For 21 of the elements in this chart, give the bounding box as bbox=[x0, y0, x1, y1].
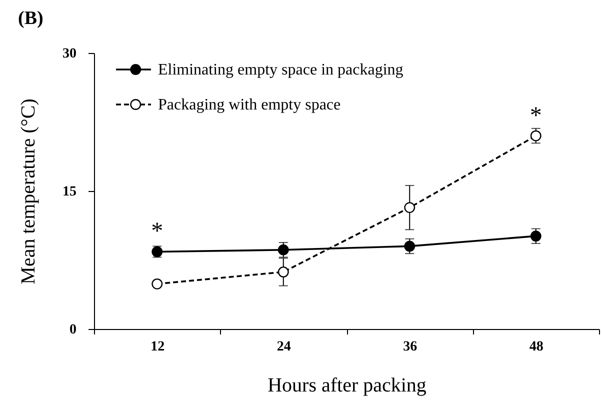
x-tick-label: 36 bbox=[403, 340, 418, 354]
point bbox=[404, 202, 416, 214]
point bbox=[404, 240, 416, 252]
point bbox=[530, 230, 542, 242]
annotation: * bbox=[151, 218, 164, 245]
chart-title: (B) bbox=[18, 8, 44, 29]
point bbox=[152, 278, 163, 290]
y-tick-label: 30 bbox=[62, 46, 76, 62]
y-axis-title: Mean temperature (°C) bbox=[18, 98, 40, 284]
annotation: * bbox=[530, 102, 542, 129]
x-axis-title: Hours after packing bbox=[268, 374, 426, 396]
y-tick-label: 15 bbox=[62, 184, 76, 200]
x-tick-label: 12 bbox=[150, 340, 165, 354]
x-tick-label: 48 bbox=[529, 340, 544, 354]
point bbox=[278, 244, 289, 256]
legend-label: Packaging with empty space bbox=[158, 96, 341, 114]
legend-label: Eliminating empty space in packaging bbox=[158, 62, 404, 78]
point bbox=[278, 266, 289, 278]
point bbox=[530, 130, 542, 142]
y-tick-label: 0 bbox=[70, 322, 76, 338]
x-tick-label: 24 bbox=[276, 340, 291, 354]
